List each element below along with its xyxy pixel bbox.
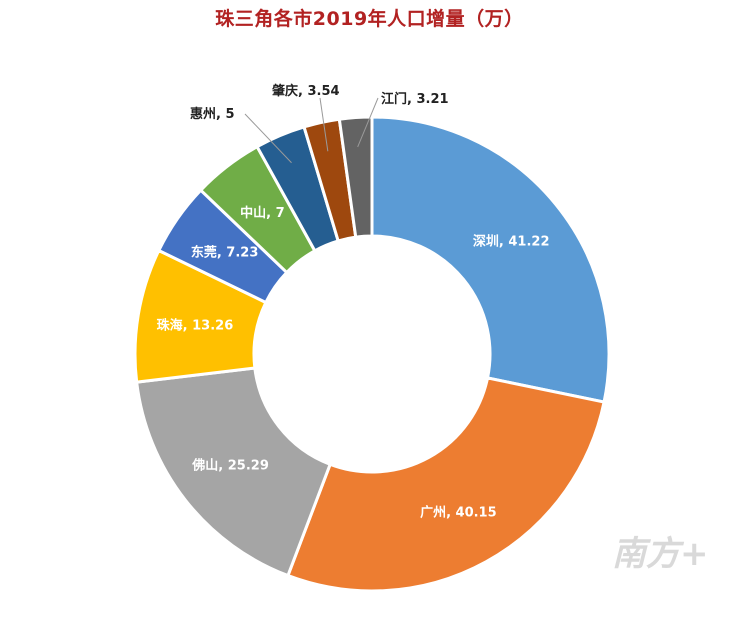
slice-label-深圳: 深圳, 41.22 xyxy=(473,234,550,250)
slice-佛山 xyxy=(135,366,333,578)
slice-深圳 xyxy=(370,115,611,404)
slice-label-肇庆: 肇庆, 3.54 xyxy=(271,83,340,99)
leader-line-惠州 xyxy=(244,113,292,164)
slice-label-佛山: 佛山, 25.29 xyxy=(191,458,269,474)
slice-江门 xyxy=(337,115,374,239)
slice-label-珠海: 珠海, 13.26 xyxy=(157,317,234,333)
chart-title: 珠三角各市2019年人口增量（万） xyxy=(215,8,524,30)
leader-line-肇庆 xyxy=(319,97,329,152)
slice-label-东莞: 东莞, 7.23 xyxy=(191,245,259,261)
watermark-logo: 南方+ xyxy=(612,534,709,574)
slice-广州 xyxy=(285,376,606,593)
leader-line-江门 xyxy=(357,97,379,148)
slice-label-惠州: 惠州, 5 xyxy=(190,106,235,122)
slice-label-江门: 江门, 3.21 xyxy=(381,91,449,107)
slice-label-广州: 广州, 40.15 xyxy=(420,504,497,520)
slice-label-中山: 中山, 7 xyxy=(240,205,285,221)
